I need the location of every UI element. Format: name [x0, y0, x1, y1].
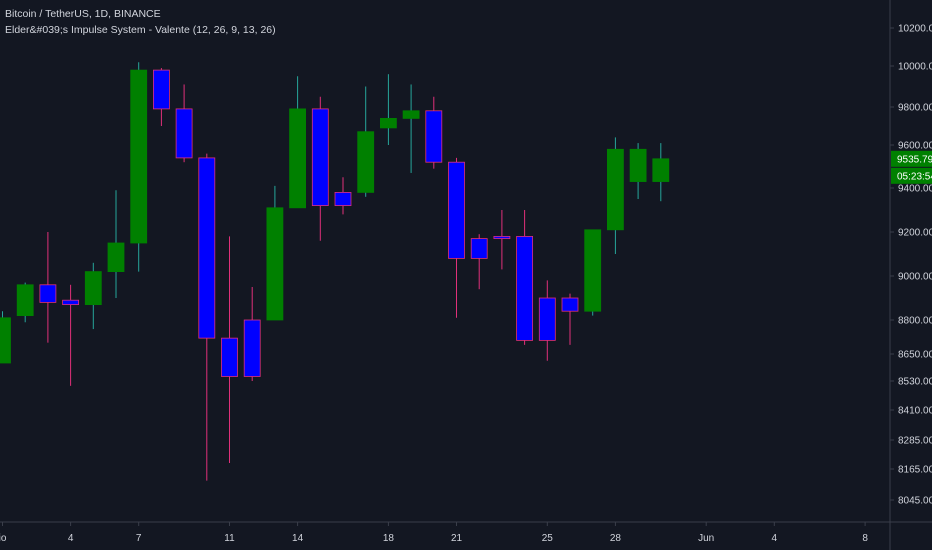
- candle-body: [221, 337, 238, 377]
- candle-body: [0, 317, 11, 364]
- price-badge-label: 9535.79: [897, 154, 932, 165]
- symbol-title[interactable]: Bitcoin / TetherUS, 1D, BINANCE: [5, 8, 161, 20]
- candle-body: [62, 299, 79, 306]
- candle[interactable]: [221, 236, 238, 463]
- y-tick-label: 8410.00: [898, 406, 932, 417]
- candle-body: [130, 69, 148, 244]
- candle[interactable]: [334, 177, 352, 215]
- x-tick-label: Jun: [698, 533, 714, 544]
- candle-body: [175, 108, 193, 159]
- y-tick-label: 10000.00: [898, 62, 932, 73]
- candle-body: [152, 69, 170, 110]
- y-tick-label: 8650.00: [898, 350, 932, 361]
- price-axis[interactable]: 10200.00 10000.00 9800.00 9600.00 9400.00 920…: [890, 24, 932, 507]
- candle-body: [538, 297, 556, 341]
- candle-body: [584, 229, 602, 312]
- y-tick-label: 8530.00: [898, 377, 932, 388]
- candle[interactable]: [152, 68, 170, 126]
- price-badges: 9535.79 05:23:54: [891, 150, 932, 184]
- candle-body: [652, 158, 670, 182]
- x-tick-label: 21: [451, 533, 463, 544]
- candle[interactable]: [584, 229, 602, 316]
- y-tick-label: 8285.00: [898, 436, 932, 447]
- candle[interactable]: [107, 190, 125, 298]
- indicator-title[interactable]: Elder&#039;s Impulse System - Valente (1…: [5, 24, 276, 36]
- x-tick-label: 4: [772, 533, 778, 544]
- candle[interactable]: [652, 143, 670, 202]
- y-tick-label: 9400.00: [898, 184, 932, 195]
- candle-body: [289, 108, 307, 209]
- candle-body: [629, 148, 647, 182]
- x-tick-label: 11: [224, 533, 235, 544]
- candle-body: [607, 148, 624, 231]
- y-tick-label: 8165.00: [898, 465, 932, 476]
- y-tick-label: 9200.00: [898, 228, 932, 239]
- price-badge: [891, 150, 932, 167]
- x-tick-label: 4: [68, 533, 74, 544]
- x-tick-label: 8: [862, 533, 868, 544]
- candle[interactable]: [243, 287, 261, 381]
- candle-body: [311, 108, 329, 206]
- candle-body: [243, 319, 261, 377]
- candle-body: [470, 238, 488, 259]
- candle-body: [334, 191, 352, 206]
- candle-body: [357, 131, 375, 193]
- candle[interactable]: [607, 137, 624, 254]
- candle[interactable]: [493, 210, 511, 270]
- y-tick-label: 9800.00: [898, 103, 932, 114]
- candle-body: [107, 242, 125, 273]
- chart-legend: Bitcoin / TetherUS, 1D, BINANCE Elder&#0…: [5, 6, 276, 38]
- x-tick-label: io: [0, 533, 7, 544]
- countdown-label: 05:23:54: [897, 171, 932, 182]
- candle-body: [516, 235, 533, 341]
- candle-body: [402, 110, 420, 119]
- y-tick-label: 9600.00: [898, 141, 932, 152]
- x-tick-label: 18: [383, 533, 395, 544]
- x-tick-label: 7: [136, 533, 142, 544]
- countdown-badge: [891, 167, 932, 184]
- candle[interactable]: [357, 86, 375, 197]
- time-axis[interactable]: io 4 7 11 14 18 21 25 28 Jun 4 8: [0, 522, 868, 544]
- candle[interactable]: [379, 74, 397, 145]
- candle[interactable]: [629, 143, 647, 199]
- y-tick-label: 8045.00: [898, 496, 932, 507]
- candle-body: [493, 235, 511, 239]
- candle[interactable]: [198, 153, 216, 481]
- candle[interactable]: [425, 96, 443, 169]
- candle[interactable]: [39, 232, 57, 343]
- y-tick-label: 9000.00: [898, 272, 932, 283]
- candle[interactable]: [84, 262, 102, 330]
- candle[interactable]: [0, 311, 11, 364]
- candle[interactable]: [266, 185, 284, 321]
- candle[interactable]: [175, 84, 193, 163]
- x-tick-label: 14: [292, 533, 304, 544]
- candle[interactable]: [538, 280, 556, 361]
- x-tick-label: 28: [610, 533, 622, 544]
- candle-body: [84, 271, 102, 306]
- candle-body: [16, 284, 34, 316]
- candle-body: [561, 297, 579, 312]
- candle[interactable]: [16, 282, 34, 323]
- candle[interactable]: [561, 293, 579, 345]
- candle-body: [266, 207, 284, 321]
- x-tick-label: 25: [542, 533, 554, 544]
- y-tick-label: 10200.00: [898, 24, 932, 35]
- candle[interactable]: [130, 62, 148, 272]
- candle-body: [379, 118, 397, 129]
- candle-body: [448, 161, 465, 259]
- candle[interactable]: [470, 234, 488, 290]
- candle[interactable]: [516, 210, 533, 345]
- candle[interactable]: [448, 157, 465, 318]
- candles-layer: [0, 62, 670, 481]
- candle-body: [198, 157, 216, 339]
- candle-body: [39, 284, 57, 303]
- candle-body: [425, 110, 443, 163]
- candle[interactable]: [289, 76, 307, 209]
- candle[interactable]: [62, 284, 79, 386]
- y-tick-label: 8800.00: [898, 316, 932, 327]
- candle[interactable]: [402, 84, 420, 173]
- candle[interactable]: [311, 96, 329, 241]
